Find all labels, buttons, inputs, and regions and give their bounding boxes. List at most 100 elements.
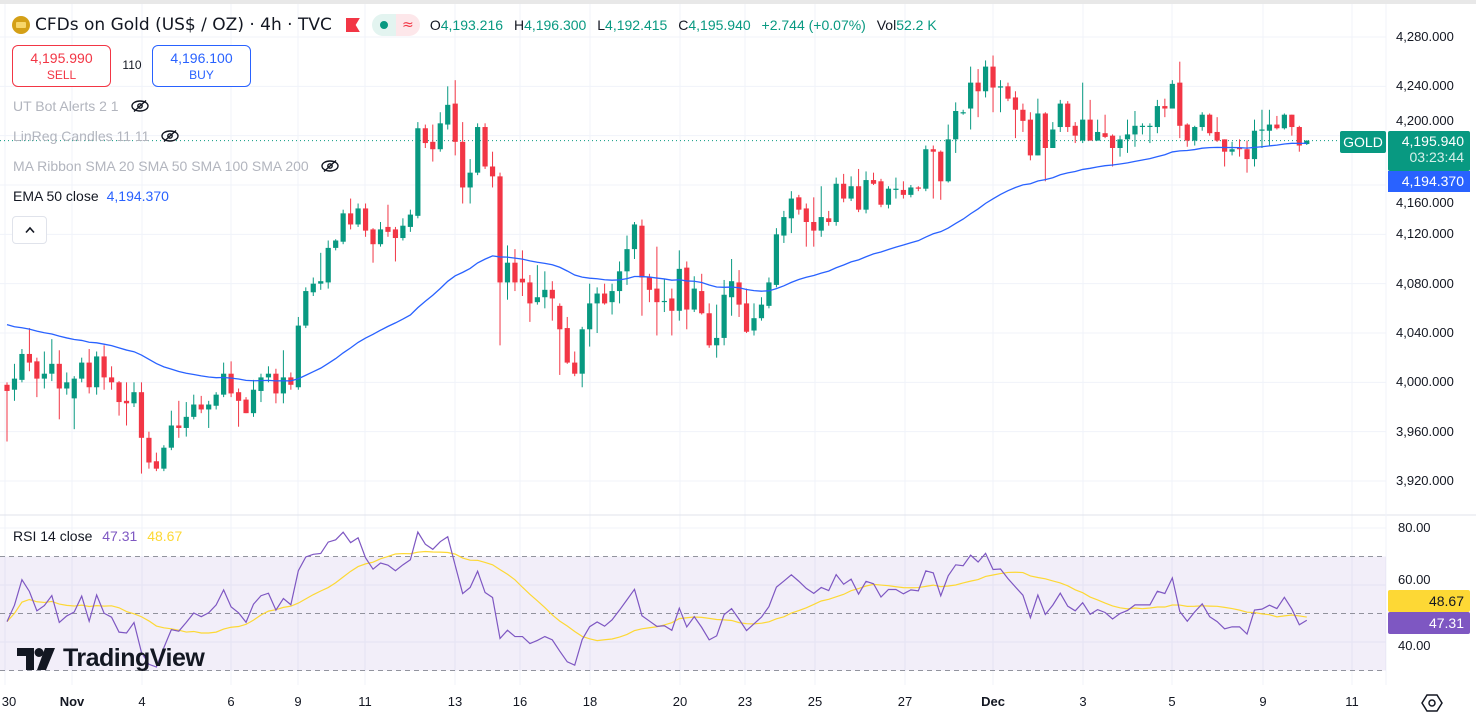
candle-down: [370, 229, 376, 245]
candle-down: [1184, 124, 1190, 141]
candle-up: [788, 198, 794, 219]
candle-up: [1259, 129, 1265, 131]
collapse-legend-button[interactable]: [12, 216, 47, 244]
candle-up: [310, 283, 316, 293]
symbol-title[interactable]: CFDs on Gold (US$ / OZ) · 4h · TVC: [35, 15, 332, 35]
candle-down: [1214, 131, 1220, 141]
candle-up: [953, 110, 959, 140]
candle-up: [250, 389, 257, 414]
eye-crossed-icon[interactable]: [130, 100, 149, 112]
indicator-legend-ma-ribbon[interactable]: MA Ribbon SMA 20 SMA 50 SMA 100 SMA 200: [13, 158, 339, 174]
candle-up: [758, 304, 765, 319]
candle-down: [362, 208, 369, 231]
rsi-legend[interactable]: RSI 14 close 47.31 48.67: [13, 528, 182, 544]
eye-crossed-icon[interactable]: [321, 160, 339, 172]
rsi-label: RSI 14 close: [13, 528, 93, 544]
rsi-tag: 47.31: [1388, 612, 1470, 634]
candle-up: [1050, 129, 1056, 148]
candle-down: [497, 176, 503, 283]
rsi-axis-label: 40.00: [1398, 638, 1431, 653]
price-axis-label: 3,920.000: [1396, 472, 1454, 488]
candle-down: [482, 127, 488, 167]
rsi-axis-label: 60.00: [1398, 572, 1431, 587]
candle-up: [1080, 119, 1086, 141]
rsi-tag-value: 47.31: [1428, 615, 1464, 631]
close-label: C: [678, 17, 689, 33]
price-axis-label: 4,280.000: [1396, 29, 1454, 44]
ohlc-readout: O4,193.216 H4,196.300 L4,192.415 C4,195.…: [430, 17, 944, 33]
candle-down: [1027, 119, 1033, 156]
candle-down: [34, 361, 40, 379]
candle-up: [64, 382, 70, 389]
price-axis-label: 4,120.000: [1396, 226, 1454, 242]
candle-up: [1139, 125, 1146, 127]
settings-gear-icon[interactable]: [1421, 692, 1443, 714]
candle-down: [4, 384, 10, 391]
candle-up: [751, 318, 757, 331]
symbol-tag: GOLD: [1340, 131, 1386, 153]
candle-down: [1012, 97, 1019, 110]
candle-up: [1057, 103, 1063, 128]
date-axis-label: 16: [512, 694, 528, 709]
candle-down: [430, 141, 436, 150]
indicator-legend-ema[interactable]: EMA 50 close 4,194.370: [13, 188, 169, 204]
candle-up: [11, 378, 18, 390]
candle-up: [1229, 149, 1235, 152]
candle-down: [116, 382, 122, 403]
candle-up: [504, 262, 511, 283]
candle-up: [206, 404, 212, 410]
candle-up: [475, 127, 481, 173]
candle-up: [377, 229, 384, 245]
candle-up: [1095, 131, 1101, 141]
sell-button[interactable]: 4,195.990 SELL: [12, 45, 111, 87]
candle-down: [900, 189, 906, 195]
candle-up: [437, 123, 443, 150]
indicator-legend-linreg[interactable]: LinReg Candles 11 11: [13, 128, 180, 144]
flag-icon[interactable]: [345, 18, 360, 32]
candle-up: [1192, 127, 1198, 141]
eye-crossed-icon[interactable]: [161, 130, 180, 142]
spread-value: 110: [122, 58, 142, 72]
ema-value: 4,194.370: [106, 188, 169, 204]
candle-up: [781, 217, 787, 236]
candle-up: [624, 249, 630, 272]
candle-down: [385, 226, 391, 232]
candle-down: [646, 277, 653, 290]
indicator-legend-ut-bot[interactable]: UT Bot Alerts 2 1: [13, 98, 149, 114]
candle-down: [1274, 124, 1280, 129]
price-axis-label: 4,080.000: [1396, 275, 1454, 291]
candle-down: [138, 392, 145, 438]
candle-up: [833, 183, 839, 222]
market-status[interactable]: ≈: [371, 14, 420, 36]
candle-down: [460, 141, 466, 188]
open-label: O: [429, 17, 441, 33]
price-axis-label: 4,200.000: [1396, 113, 1454, 128]
buy-button[interactable]: 4,196.100 BUY: [152, 45, 251, 87]
candle-down: [1005, 86, 1011, 99]
candle-down: [512, 262, 518, 283]
ema-tag-value: 4,194.370: [1401, 173, 1464, 189]
sell-price: 4,195.990: [30, 50, 93, 66]
candle-up: [1147, 125, 1153, 127]
candle-down: [736, 282, 742, 305]
candle-down: [86, 362, 92, 388]
logo-text: TradingView: [63, 644, 205, 672]
candle-up: [258, 377, 264, 391]
candle-down: [1207, 114, 1213, 134]
candle-up: [1199, 114, 1205, 128]
candle-up: [766, 282, 772, 306]
date-axis-label: 6: [227, 694, 235, 709]
candle-down: [930, 149, 936, 152]
date-axis-label: 4: [138, 694, 146, 709]
high-value: 4,196.300: [524, 17, 587, 33]
candle-up: [415, 128, 421, 216]
candle-up: [609, 291, 615, 303]
price-axis-label: 3,960.000: [1396, 423, 1454, 439]
green-dot-icon: [371, 14, 396, 36]
candle-down: [990, 66, 996, 88]
candle-down: [841, 183, 847, 199]
candle-down: [198, 404, 204, 410]
date-axis-label: 30: [1, 694, 17, 709]
tradingview-logo[interactable]: TradingView: [17, 644, 205, 673]
